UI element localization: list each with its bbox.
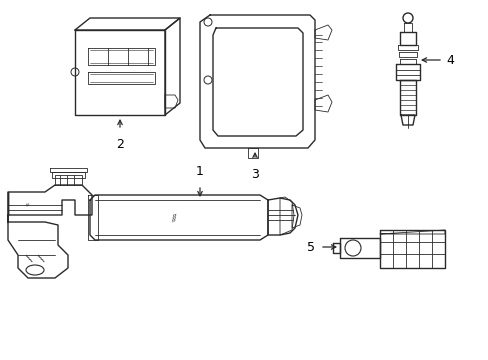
Text: /: /	[37, 254, 47, 262]
Text: 5: 5	[306, 240, 314, 253]
Text: 4: 4	[445, 54, 453, 67]
Text: ": "	[24, 202, 31, 212]
Text: 1: 1	[196, 165, 203, 178]
Text: 3: 3	[250, 168, 259, 181]
Text: /: /	[25, 254, 35, 262]
Text: //: //	[171, 213, 179, 223]
Text: 2: 2	[116, 138, 123, 151]
